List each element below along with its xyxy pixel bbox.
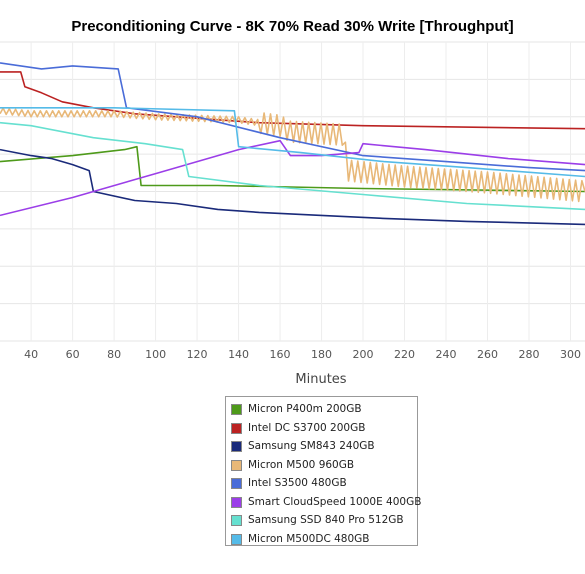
x-tick-label: 300	[560, 348, 581, 361]
series-line-7	[0, 121, 585, 211]
legend-item: Micron P400m 200GB	[226, 401, 417, 420]
legend-item: Micron M500 960GB	[226, 457, 417, 476]
legend-item: Samsung SSD 840 Pro 512GB	[226, 512, 417, 531]
x-tick-label: 240	[436, 348, 457, 361]
series-lines	[0, 62, 585, 226]
legend-swatch	[231, 515, 242, 526]
x-tick-label: 200	[353, 348, 374, 361]
legend-label: Smart CloudSpeed 1000E 400GB	[248, 495, 422, 508]
x-tick-label: 220	[394, 348, 415, 361]
legend-item: Samsung SM843 240GB	[226, 438, 417, 457]
series-line-1	[0, 145, 585, 193]
legend-swatch	[231, 496, 242, 508]
legend-swatch	[231, 459, 242, 471]
grid-lines	[0, 41, 585, 342]
legend-label: Samsung SM843 240GB	[248, 440, 375, 452]
legend-item: Intel S3500 480GB	[226, 475, 417, 494]
legend: Micron P400m 200GB Intel DC S3700 200GB Sa…	[225, 396, 421, 546]
legend-swatch	[231, 533, 242, 545]
x-tick-label: 80	[107, 348, 121, 361]
x-axis-title: Minutes	[295, 372, 346, 387]
x-tick-label: 280	[518, 348, 539, 361]
legend-item: Micron M500DC 480GB	[226, 531, 417, 550]
x-tick-label: 140	[228, 348, 249, 361]
series-line-8	[0, 107, 585, 178]
series-line-2	[0, 71, 585, 130]
legend-swatch	[231, 404, 242, 415]
legend-label: Micron P400m 200GB	[248, 403, 362, 415]
legend-label: Micron M500DC 480GB	[248, 532, 370, 545]
legend-item: Intel DC S3700 200GB	[226, 420, 417, 439]
x-tick-label: 60	[66, 348, 80, 361]
x-tick-label: 160	[270, 348, 291, 361]
series-line-3	[0, 148, 585, 226]
legend-item: Smart CloudSpeed 1000E 400GB	[226, 494, 421, 513]
series-line-6	[0, 139, 585, 217]
x-tick-label: 120	[187, 348, 208, 361]
x-tick-label: 40	[24, 348, 38, 361]
series-line-5	[0, 62, 585, 172]
legend-label: Intel S3500 480GB	[248, 477, 347, 489]
x-tick-label: 180	[311, 348, 332, 361]
chart-title: Preconditioning Curve - 8K 70% Read 30% …	[71, 18, 514, 35]
x-tick-label: 260	[477, 348, 498, 361]
legend-label: Micron M500 960GB	[248, 458, 355, 471]
legend-label: Samsung SSD 840 Pro 512GB	[248, 514, 404, 526]
x-tick-label: 100	[145, 348, 166, 361]
legend-label: Intel DC S3700 200GB	[248, 421, 366, 434]
legend-swatch	[231, 478, 242, 489]
legend-swatch	[231, 422, 242, 434]
x-tick-labels: 40 60 80 100 120 140 160 180 200 220 240 260 280 300	[24, 348, 581, 361]
series-line-4	[0, 107, 585, 203]
legend-swatch	[231, 441, 242, 452]
